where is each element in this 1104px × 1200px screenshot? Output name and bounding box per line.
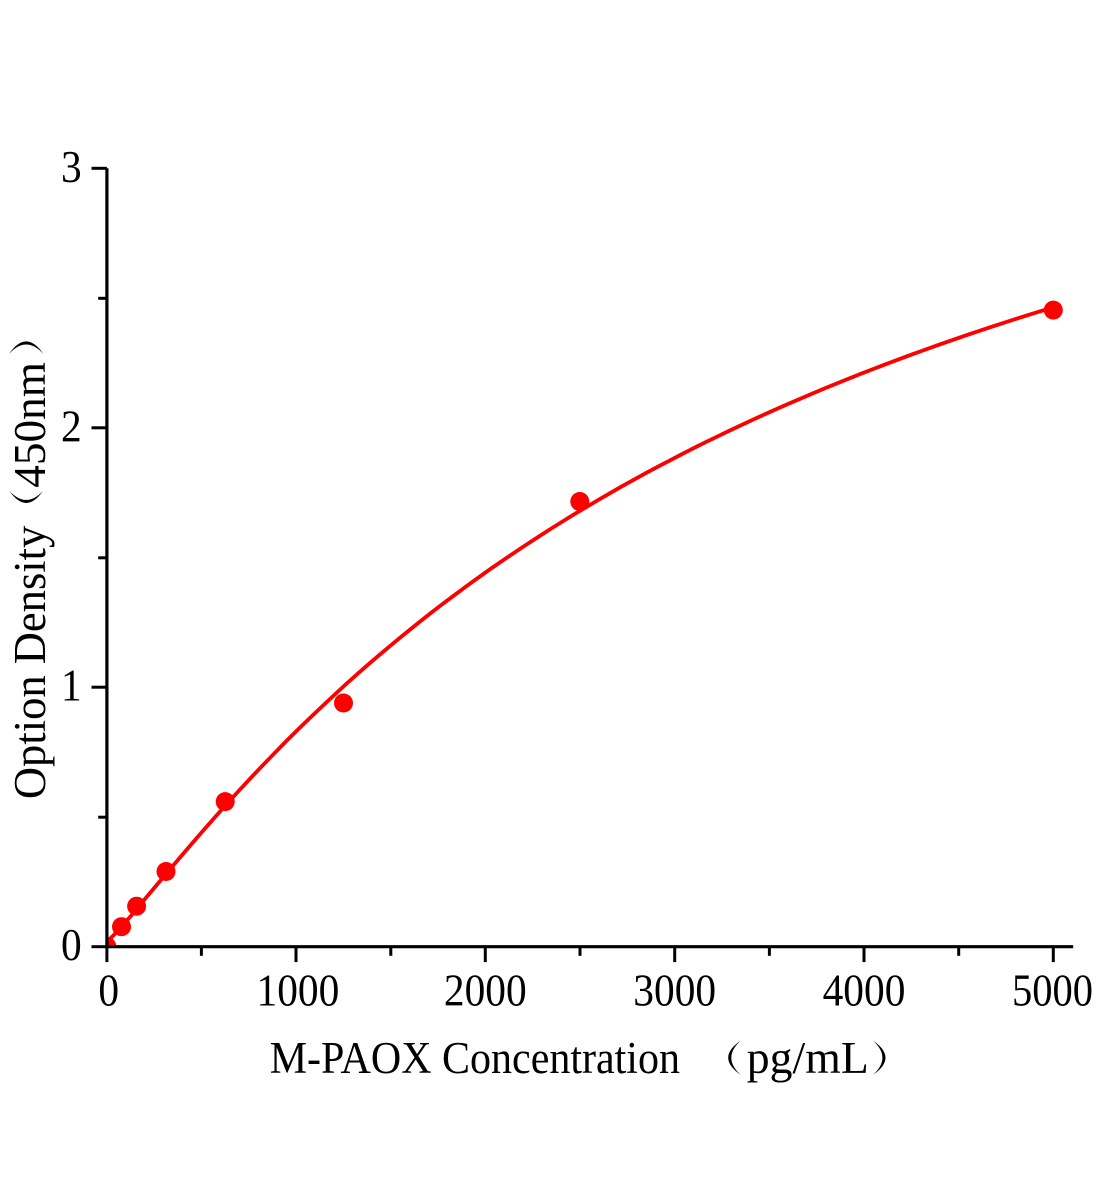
svg-text:3: 3 [61,142,82,192]
svg-text:1: 1 [61,661,82,711]
svg-text:1000: 1000 [257,966,340,1016]
svg-text:0: 0 [61,920,82,970]
svg-text:pg/mL: pg/mL [747,1033,869,1083]
svg-text:5000: 5000 [1012,966,1093,1016]
svg-text:450nm: 450nm [5,362,55,488]
svg-text:2000: 2000 [444,966,527,1016]
svg-text:M-PAOX Concentration: M-PAOX Concentration [270,1033,680,1083]
svg-text:3000: 3000 [633,966,716,1016]
svg-text:2: 2 [61,401,82,451]
svg-text:Option Density: Option Density [5,525,55,799]
svg-text:4000: 4000 [823,966,906,1016]
svg-text:0: 0 [98,966,119,1016]
